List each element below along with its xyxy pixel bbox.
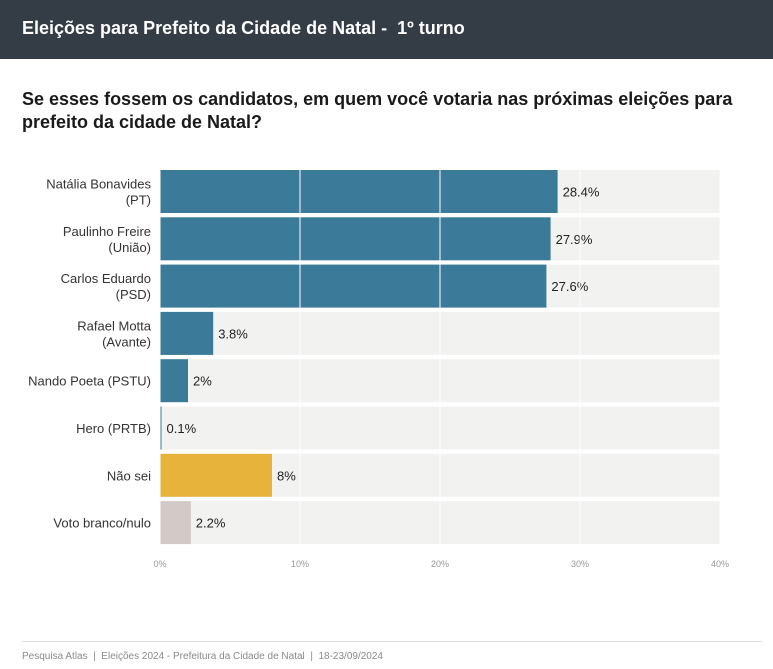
category-label: Rafael Motta <box>77 318 151 333</box>
bar <box>160 453 272 497</box>
bar <box>160 217 551 261</box>
bar <box>160 170 558 213</box>
bar <box>160 501 191 545</box>
data-label: 8% <box>277 468 296 483</box>
x-tick-label: 40% <box>711 559 729 569</box>
category-label: Natália Bonavides <box>46 177 151 192</box>
category-label: (Avante) <box>102 334 151 349</box>
category-label: Hero (PRTB) <box>76 421 151 436</box>
category-label: (PSD) <box>116 287 151 302</box>
category-label: Não sei <box>107 468 151 483</box>
category-label: Carlos Eduardo <box>61 271 151 286</box>
category-label: Voto branco/nulo <box>53 516 151 531</box>
bar <box>160 359 188 403</box>
data-label: 28.4% <box>563 185 600 200</box>
x-tick-label: 30% <box>571 559 589 569</box>
category-label: Paulinho Freire <box>63 224 151 239</box>
bar <box>160 406 162 450</box>
x-tick-label: 0% <box>153 559 166 569</box>
data-label: 0.1% <box>167 421 197 436</box>
page-title: Eleições para Prefeito da Cidade de Nata… <box>22 18 465 38</box>
x-tick-label: 20% <box>431 559 449 569</box>
data-label: 3.8% <box>218 326 248 341</box>
category-label: (União) <box>108 240 151 255</box>
data-label: 27.9% <box>556 232 593 247</box>
data-label: 2.2% <box>196 516 226 531</box>
category-label: (PT) <box>126 193 151 208</box>
data-label: 2% <box>193 374 212 389</box>
bar <box>160 264 547 308</box>
category-label: Nando Poeta (PSTU) <box>28 374 151 389</box>
bar <box>160 311 214 355</box>
chart-question: Se esses fossem os candidatos, em quem v… <box>22 89 733 132</box>
x-tick-label: 10% <box>291 559 309 569</box>
data-label: 27.6% <box>551 279 588 294</box>
footer-source: Pesquisa Atlas | Eleições 2024 - Prefeit… <box>22 651 383 662</box>
header-bar: Eleições para Prefeito da Cidade de Nata… <box>0 0 773 59</box>
footer-divider <box>22 641 762 642</box>
